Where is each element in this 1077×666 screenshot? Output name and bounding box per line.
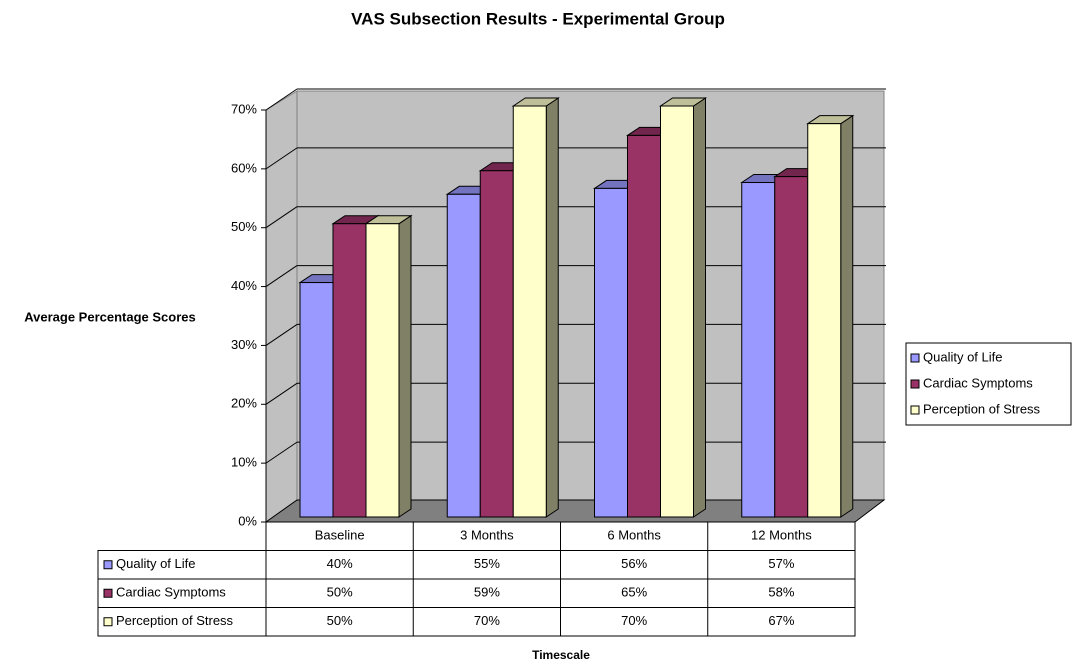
table-row-label: Perception of Stress: [116, 613, 234, 628]
x-tick-label: 3 Months: [460, 528, 514, 543]
table-cell: 59%: [474, 585, 500, 600]
y-tick-label: 40%: [231, 278, 257, 293]
y-tick-label: 60%: [231, 160, 257, 175]
grid-line: [265, 147, 298, 170]
bar-front: [741, 182, 776, 518]
table-cell: 56%: [621, 556, 647, 571]
chart-title: VAS Subsection Results - Experimental Gr…: [351, 9, 725, 28]
legend-key: [910, 405, 920, 415]
table-cell: 70%: [621, 613, 647, 628]
legend-key: [910, 379, 920, 389]
bar: [364, 214, 413, 518]
legend: [905, 342, 1072, 426]
legend-key: [103, 588, 113, 598]
table-cell: 55%: [474, 556, 500, 571]
table-cell: 70%: [474, 613, 500, 628]
grid-line: [265, 441, 298, 464]
x-axis-label: Timescale: [532, 648, 590, 662]
y-tick-label: 70%: [231, 101, 257, 116]
y-tick-label: 20%: [231, 396, 257, 411]
bar-side: [545, 97, 559, 518]
bar-side: [693, 97, 706, 518]
table-cell: 50%: [327, 613, 353, 628]
legend-key: [103, 617, 113, 627]
bar-front: [446, 193, 481, 518]
bar: [658, 97, 708, 518]
y-tick-label: 10%: [231, 455, 257, 470]
bar-front: [479, 170, 514, 518]
legend-label: Perception of Stress: [923, 401, 1041, 416]
table-row-label: Cardiac Symptoms: [116, 585, 226, 600]
y-tick-label: 0%: [238, 513, 257, 528]
bar-front: [365, 223, 400, 518]
legend-key: [910, 353, 920, 363]
legend-label: Quality of Life: [923, 349, 1003, 364]
bar-front: [594, 187, 628, 518]
grid-line: [265, 324, 298, 346]
bar: [511, 97, 560, 518]
bar-front: [299, 282, 334, 518]
grid-line: [265, 206, 298, 229]
table-cell: 50%: [327, 585, 353, 600]
table-cell: 65%: [621, 585, 647, 600]
bar-front: [660, 105, 694, 518]
bar-side: [840, 114, 854, 518]
grid-line: [265, 382, 298, 405]
table-cell: 57%: [768, 556, 794, 571]
bar-front: [807, 123, 842, 518]
bar-front: [774, 176, 809, 518]
bar-front: [627, 134, 661, 518]
x-tick-label: 12 Months: [751, 528, 812, 543]
legend-key: [103, 560, 113, 570]
bar-side: [398, 214, 412, 518]
x-tick-label: Baseline: [315, 528, 365, 543]
table-cell: 67%: [768, 613, 794, 628]
bar: [806, 114, 855, 518]
table-cell: 40%: [327, 556, 353, 571]
bar-front: [332, 223, 367, 518]
table-cell: 58%: [768, 585, 794, 600]
grid-line: [265, 265, 298, 287]
side-wall: [265, 90, 298, 523]
x-tick-label: 6 Months: [607, 528, 661, 543]
y-tick-label: 50%: [231, 219, 257, 234]
legend-label: Cardiac Symptoms: [923, 375, 1033, 390]
y-axis-label: Average Percentage Scores: [24, 309, 196, 324]
y-tick-label: 30%: [231, 337, 257, 352]
table-row-label: Quality of Life: [116, 556, 196, 571]
grid-line: [265, 88, 298, 111]
bar-front: [512, 105, 547, 518]
